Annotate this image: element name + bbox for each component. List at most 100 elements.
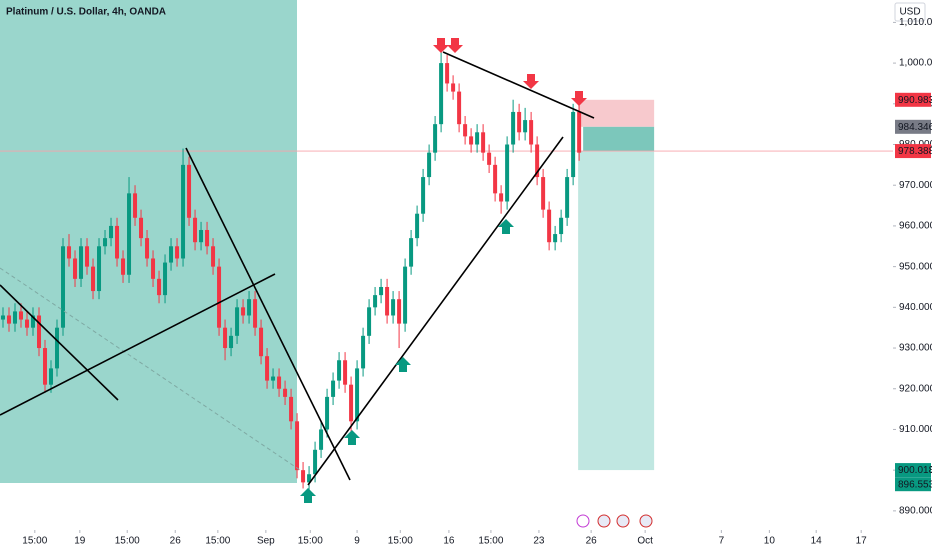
dashed-line: [0, 267, 301, 471]
candle-body: [265, 356, 270, 381]
price-badge: [895, 119, 931, 134]
x-tick-label: 14: [811, 536, 823, 547]
candle-body: [25, 319, 30, 328]
candle-body: [115, 225, 120, 259]
candle-body: [445, 63, 450, 84]
candle-body: [43, 348, 48, 385]
candle-body: [37, 315, 42, 349]
candle-body: [403, 266, 408, 324]
currency: USD: [899, 7, 920, 18]
trend-line: [442, 51, 595, 119]
candle-body: [85, 246, 90, 267]
up-arrows: [300, 219, 514, 503]
candle-body: [475, 132, 480, 145]
y-tick-label: 960.000: [899, 221, 932, 232]
candle-body: [283, 388, 288, 397]
candle-body: [337, 360, 342, 381]
candle-body: [73, 258, 78, 279]
candle-body: [433, 124, 438, 153]
y-tick-label: 970.000: [899, 180, 932, 191]
candle-body: [523, 120, 528, 133]
price-badge-label: 990.983: [898, 95, 932, 106]
y-tick-label: 1,000.000: [899, 58, 932, 69]
candle-body: [151, 258, 156, 279]
candle-body: [277, 376, 282, 389]
candle-body: [343, 360, 348, 385]
candle-body: [541, 177, 546, 210]
y-tick-label: 940.000: [899, 302, 932, 313]
candle-body: [511, 111, 516, 145]
x-tick-label: 15:00: [205, 536, 230, 547]
trend-line: [0, 284, 119, 401]
candle-body: [187, 164, 192, 218]
y-tick-label: 930.000: [899, 343, 932, 354]
x-tick-label: 17: [856, 536, 868, 547]
x-tick-label: 26: [586, 536, 598, 547]
candle-body: [397, 299, 402, 324]
x-tick-label: 23: [533, 536, 545, 547]
candle-body: [493, 164, 498, 194]
x-tick-label: 15:00: [22, 536, 47, 547]
open-profit-zone: [583, 126, 655, 152]
y-tick-label: 1,010.000: [899, 17, 932, 28]
x-tick-label: 19: [74, 536, 86, 547]
candle-body: [127, 193, 132, 275]
candle-body: [379, 286, 384, 296]
x-tick-label: 15:00: [478, 536, 503, 547]
down-arrows: [433, 38, 587, 106]
candle-body: [505, 144, 510, 202]
price-badge-label: 896.553: [898, 479, 932, 490]
candle-body: [235, 307, 240, 336]
candle-body: [313, 449, 318, 475]
candle-body: [367, 307, 372, 336]
candle-body: [391, 299, 396, 316]
target-zone: [578, 151, 655, 471]
y-tick-label: 890.000: [899, 506, 932, 517]
candle-body: [565, 177, 570, 218]
candle-body: [217, 266, 222, 328]
candle-body: [175, 246, 180, 259]
price-axis: [893, 0, 932, 550]
candle-body: [103, 238, 108, 247]
candle-body: [385, 286, 390, 316]
x-tick-label: 15:00: [298, 536, 323, 547]
candle-body: [61, 246, 66, 328]
candle-body: [157, 278, 162, 296]
candle-body: [559, 217, 564, 235]
candle-body: [451, 83, 456, 92]
candle-body: [373, 295, 378, 308]
candle-body: [145, 238, 150, 259]
currency-button[interactable]: [894, 2, 926, 22]
candle-body: [121, 258, 126, 275]
candle-body: [193, 217, 198, 243]
candle-body: [19, 311, 24, 320]
candle-body: [421, 177, 426, 214]
candle-body: [307, 474, 312, 483]
candle-body: [457, 91, 462, 125]
candle-body: [553, 234, 558, 243]
event-icons: [576, 514, 653, 528]
candle-body: [355, 368, 360, 422]
candle-body: [349, 384, 354, 422]
candle-body: [301, 470, 306, 483]
price-badge: [895, 463, 931, 478]
candle-body: [205, 229, 210, 247]
candle-body: [463, 124, 468, 137]
trend-line: [185, 147, 351, 481]
candle-body: [109, 225, 114, 239]
trend-line: [307, 136, 564, 486]
y-tick-label: 910.000: [899, 424, 932, 435]
candle-body: [259, 327, 264, 357]
candle-body: [535, 144, 540, 178]
candle-body: [289, 396, 294, 422]
x-tick-label: 15:00: [388, 536, 413, 547]
candle-body: [469, 136, 474, 145]
candle-body: [139, 217, 144, 239]
candle-body: [517, 111, 522, 133]
candle-body: [55, 327, 60, 369]
candle-body: [295, 421, 300, 471]
candle-body: [229, 335, 234, 349]
x-tick-label: 7: [719, 536, 725, 547]
candle-body: [331, 380, 336, 397]
